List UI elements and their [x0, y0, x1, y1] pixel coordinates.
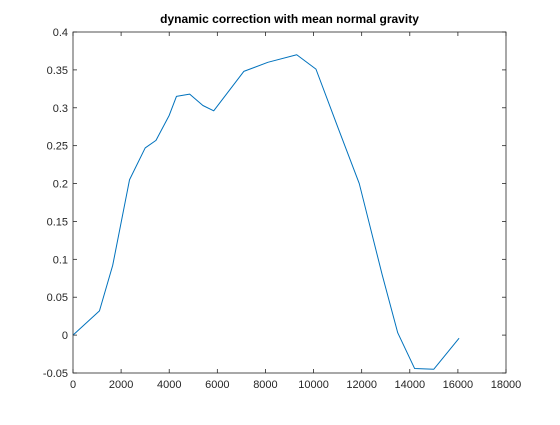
y-tick-label: 0.15 [47, 216, 68, 228]
x-tick-label: 8000 [253, 379, 277, 391]
y-tick-label: 0 [62, 330, 68, 342]
x-tick-label: 16000 [443, 379, 474, 391]
x-tick-label: 18000 [491, 379, 522, 391]
series-layer [72, 54, 460, 370]
x-tick-label: 2000 [109, 379, 133, 391]
x-tick-label: 0 [70, 379, 76, 391]
y-tick-label: 0.35 [47, 65, 68, 77]
plot-area [73, 32, 506, 373]
x-tick-label: 12000 [346, 379, 377, 391]
y-tick-label: 0.4 [53, 27, 68, 39]
y-tick-label: -0.05 [43, 368, 68, 380]
y-tick-label: 0.25 [47, 141, 68, 153]
x-tick-label: 10000 [298, 379, 329, 391]
y-tick-label: 0.2 [53, 179, 68, 191]
chart-title: dynamic correction with mean normal grav… [160, 12, 419, 26]
y-tick-label: 0.3 [53, 103, 68, 115]
y-tick-label: 0.05 [47, 292, 68, 304]
tick-labels: 0 2000 4000 6000 8000 10000 12000 14000 16000 180… [43, 27, 521, 391]
axes-box [72, 31, 507, 374]
y-tick-label: 0.1 [53, 254, 68, 266]
series-line [72, 54, 460, 370]
x-tick-label: 14000 [394, 379, 425, 391]
x-tick-label: 6000 [205, 379, 229, 391]
x-tick-label: 4000 [157, 379, 181, 391]
